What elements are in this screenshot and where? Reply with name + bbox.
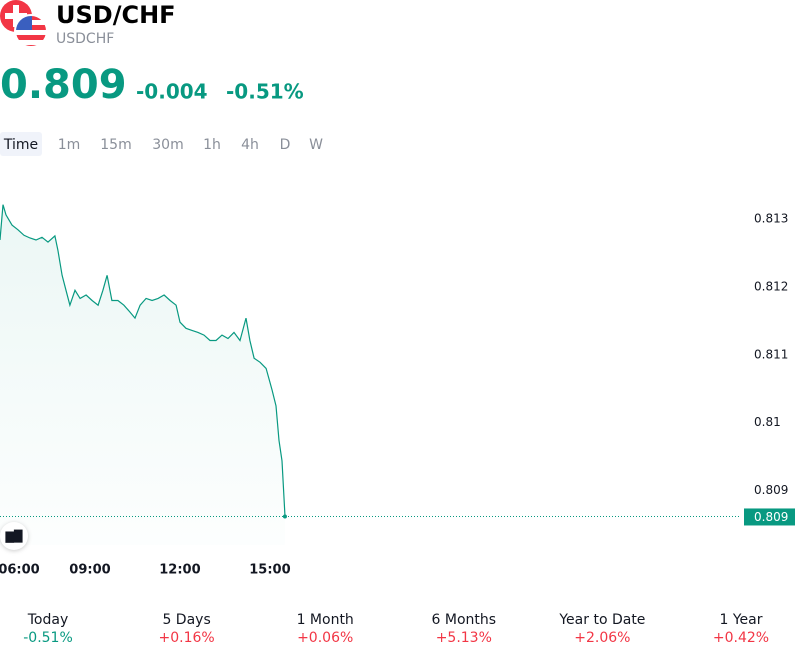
y-tick-label: 0.809 bbox=[754, 483, 788, 497]
area bbox=[0, 204, 285, 545]
svg-text:▇█: ▇█ bbox=[5, 529, 23, 543]
period-change: +0.16% bbox=[158, 630, 214, 646]
x-tick-label: 06:00 bbox=[0, 563, 40, 578]
periods: Today -0.51% 5 Days +0.16% 1 Month +0.06% 6 Mo… bbox=[23, 612, 769, 646]
timeframe-bar: Time 1m 15m 30m 1h 4h D W bbox=[0, 132, 323, 156]
timeframe-button[interactable]: 15m bbox=[100, 137, 131, 153]
period-change: +0.42% bbox=[713, 630, 769, 646]
timeframe-button[interactable]: W bbox=[309, 137, 323, 153]
x-tick-label: 15:00 bbox=[249, 563, 290, 578]
symbol: USDCHF bbox=[56, 31, 114, 47]
price-line bbox=[0, 204, 286, 517]
y-tick-label: 0.813 bbox=[754, 211, 788, 225]
chart: 0.809 0.81 0.811 0.812 0.813 06:00 09:00 12:00 1… bbox=[0, 204, 795, 578]
timeframe-button[interactable]: 30m bbox=[152, 137, 183, 153]
x-tick-label: 12:00 bbox=[159, 563, 200, 578]
period-label[interactable]: 1 Month bbox=[297, 612, 354, 628]
period-label[interactable]: 6 Months bbox=[432, 612, 497, 628]
period-label[interactable]: Year to Date bbox=[558, 612, 645, 628]
x-tick-label: 09:00 bbox=[69, 563, 110, 578]
timeframe-button[interactable]: 1m bbox=[58, 137, 81, 153]
price: 0.809 bbox=[0, 62, 127, 108]
timeframe-button[interactable]: 1h bbox=[203, 137, 221, 153]
period-change: +0.06% bbox=[297, 630, 353, 646]
timeframe-selected-bg bbox=[0, 132, 42, 156]
last-point bbox=[282, 514, 287, 519]
last-price-box bbox=[744, 508, 795, 526]
change: -0.004 bbox=[136, 80, 208, 104]
last-price-label: 0.809 bbox=[754, 510, 788, 524]
tv-logo: ▇█ bbox=[0, 522, 28, 550]
change-percent: -0.51% bbox=[226, 80, 304, 104]
timeframe-button[interactable]: 4h bbox=[241, 137, 259, 153]
period-label[interactable]: 5 Days bbox=[162, 612, 210, 628]
title: USD/CHF bbox=[56, 1, 176, 29]
period-label[interactable]: Today bbox=[27, 612, 69, 628]
period-change: -0.51% bbox=[23, 630, 73, 646]
period-change: +5.13% bbox=[436, 630, 492, 646]
y-tick-label: 0.811 bbox=[754, 347, 788, 361]
period-label[interactable]: 1 Year bbox=[720, 612, 763, 628]
symbol-icon bbox=[0, 0, 48, 48]
timeframe-button[interactable]: Time bbox=[3, 137, 38, 153]
period-change: +2.06% bbox=[574, 630, 630, 646]
timeframe-button[interactable]: D bbox=[280, 137, 291, 153]
y-tick-label: 0.81 bbox=[754, 415, 781, 429]
y-tick-label: 0.812 bbox=[754, 279, 788, 293]
